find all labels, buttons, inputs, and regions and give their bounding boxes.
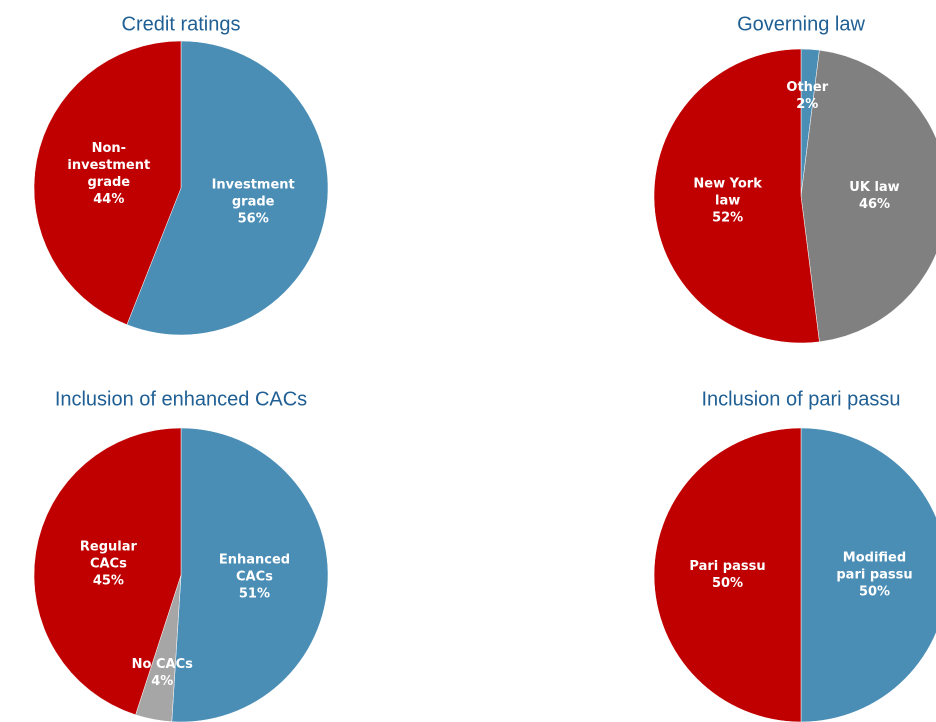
slice-value: 4% xyxy=(151,674,174,690)
slice-name: Non-investment grade xyxy=(67,141,151,191)
slice-name: New York law xyxy=(693,176,762,209)
pie-slice xyxy=(33,427,182,716)
slice-name: Modified pari passu xyxy=(836,550,913,583)
chart-title: Governing law xyxy=(737,13,865,36)
slice-name: Pari passu xyxy=(689,559,766,574)
pie-slice xyxy=(800,427,936,722)
slice-name: Investment grade xyxy=(211,177,295,210)
slice-name: UK law xyxy=(849,180,900,195)
pie-slice xyxy=(126,40,329,336)
slice-value: 2% xyxy=(796,97,819,113)
slice-label: Investment grade 56% xyxy=(205,176,301,227)
chart-title: Inclusion of enhanced CACs xyxy=(54,388,308,411)
slice-value: 52% xyxy=(712,210,744,226)
pie-slice xyxy=(33,40,182,326)
slice-label: Enhanced CACs 51% xyxy=(206,552,302,603)
pie-slice xyxy=(653,48,820,344)
slice-name: Other xyxy=(786,80,829,96)
slice-value: 56% xyxy=(237,211,269,227)
slice-value: 50% xyxy=(858,584,891,600)
slice-label: New York law 52% xyxy=(680,175,776,226)
slice-value: 46% xyxy=(858,197,891,212)
slice-label: UK law 46% xyxy=(827,179,923,213)
slice-label: Non-investment grade 44% xyxy=(61,140,157,208)
pie-slice xyxy=(800,49,936,343)
slice-name: Regular CACs xyxy=(79,539,137,571)
pie-slice xyxy=(653,427,802,722)
slice-name: No CACs xyxy=(131,657,193,673)
slice-value: 51% xyxy=(238,586,271,602)
slice-label: Regular CACs 45% xyxy=(60,538,156,589)
chart-title: Credit ratings xyxy=(121,13,241,36)
slice-value: 45% xyxy=(92,573,124,588)
slice-name: Enhanced CACs xyxy=(218,552,291,585)
slice-label: Modified pari passu 50% xyxy=(827,550,923,601)
slice-value: 44% xyxy=(93,192,125,208)
slice-label: Pari passu 50% xyxy=(680,558,776,592)
pie-slice xyxy=(171,427,329,722)
slice-label: Other 2% xyxy=(759,79,855,113)
slice-value: 50% xyxy=(711,576,744,591)
slice-label: No CACs 4% xyxy=(114,656,210,690)
chart-title: Inclusion of pari passu xyxy=(701,388,901,411)
